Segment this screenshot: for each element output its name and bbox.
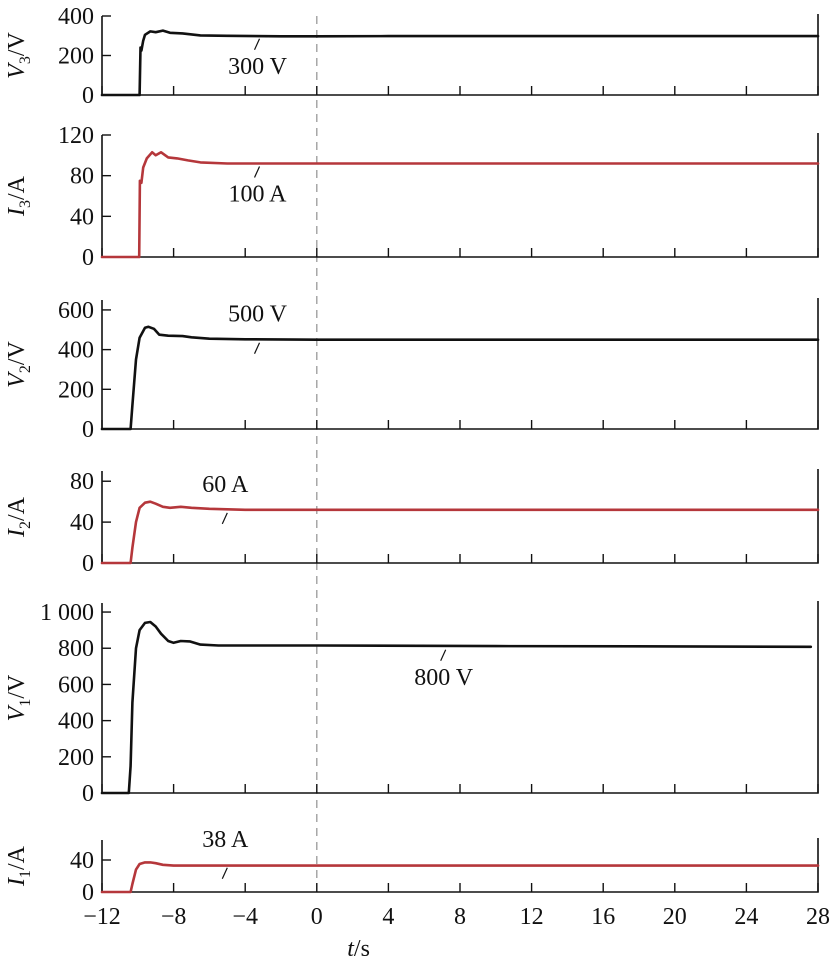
x-tick-label: 0 <box>311 904 323 930</box>
panel-v2-frame <box>101 298 819 430</box>
panel-i1-y-tick-label: 0 <box>82 880 94 906</box>
panel-i2-annotation: 60 A <box>202 472 249 498</box>
x-tick-label: −8 <box>161 904 187 930</box>
panel-i3-y-tick-label: 0 <box>82 245 94 271</box>
panel-i3-frame <box>101 133 819 258</box>
x-axis-label: t/s <box>347 936 370 962</box>
panel-v1-annotation: 800 V <box>414 665 474 691</box>
panel-v3-y-tick-label: 200 <box>58 44 94 70</box>
panel-v2-y-axis-label: V2/V <box>4 340 34 387</box>
panel-v2-y-tick-label: 200 <box>58 377 94 403</box>
panel-v3-series-line <box>100 29 820 97</box>
panel-v1-y-tick-label: 600 <box>58 672 94 698</box>
panel-i1-series-line <box>100 861 820 894</box>
panel-i2-y-tick-label: 80 <box>70 469 94 495</box>
panel-v3-y-axis-label: V3/V <box>4 31 34 78</box>
panel-v3-annotation: 300 V <box>228 54 288 80</box>
panel-v2-y-tick-label: 0 <box>82 417 94 443</box>
panel-v2-series-line <box>100 325 820 431</box>
panel-v1-frame <box>101 601 819 794</box>
panel-v3-annotation-leader <box>253 38 261 50</box>
panel-i3-annotation: 100 A <box>229 181 288 207</box>
panel-v2-annotation-leader <box>253 342 261 354</box>
panel-i1-annotation: 38 A <box>202 827 249 853</box>
panel-v1-y-tick-label: 400 <box>58 709 94 735</box>
panel-i2-series-line <box>100 500 820 565</box>
panel-v1-y-tick-label: 800 <box>58 636 94 662</box>
panel-i1-y-tick-label: 40 <box>70 848 94 874</box>
panel-v2-annotation: 500 V <box>228 302 288 328</box>
panel-i3-y-tick-label: 120 <box>58 123 94 149</box>
panel-i2-annotation-leader <box>221 512 228 525</box>
panel-v1-annotation-leader <box>440 649 447 662</box>
panel-i2-y-axis-label: I2/A <box>4 496 34 538</box>
x-tick-label: 16 <box>591 904 615 930</box>
panel-i1-annotation-leader <box>221 867 228 880</box>
panel-v3-y-tick-label: 0 <box>82 83 94 109</box>
x-tick-label: 12 <box>520 904 544 930</box>
panel-i2-y-tick-label: 40 <box>70 510 94 536</box>
x-tick-label: −12 <box>83 904 121 930</box>
x-tick-label: 4 <box>382 904 394 930</box>
panel-i3-y-axis-label: I3/A <box>4 175 34 217</box>
panel-i1-y-axis-label: I1/A <box>4 845 34 887</box>
panel-i3-series-line <box>100 151 820 259</box>
panel-v3-frame <box>101 14 819 96</box>
panel-v1-y-tick-label: 0 <box>82 781 94 807</box>
panel-i2-y-tick-label: 0 <box>82 551 94 577</box>
panel-v2-y-tick-label: 400 <box>58 338 94 364</box>
panel-v1-y-tick-label: 200 <box>58 745 94 771</box>
x-tick-label: 8 <box>454 904 466 930</box>
panel-v1-y-tick-label: 1 000 <box>40 600 94 626</box>
x-tick-label: 24 <box>734 904 758 930</box>
panel-i3-y-tick-label: 40 <box>70 204 94 230</box>
panel-v3-y-tick-label: 400 <box>58 4 94 30</box>
x-tick-label: 28 <box>806 904 830 930</box>
x-tick-label: 20 <box>663 904 687 930</box>
panel-i3-y-tick-label: 80 <box>70 164 94 190</box>
panel-v2-y-tick-label: 600 <box>58 298 94 324</box>
panel-i3-annotation-leader <box>253 166 261 178</box>
panel-v1-series-line <box>100 620 813 795</box>
x-tick-label: −4 <box>232 904 258 930</box>
panel-v1-y-axis-label: V1/V <box>4 674 34 721</box>
